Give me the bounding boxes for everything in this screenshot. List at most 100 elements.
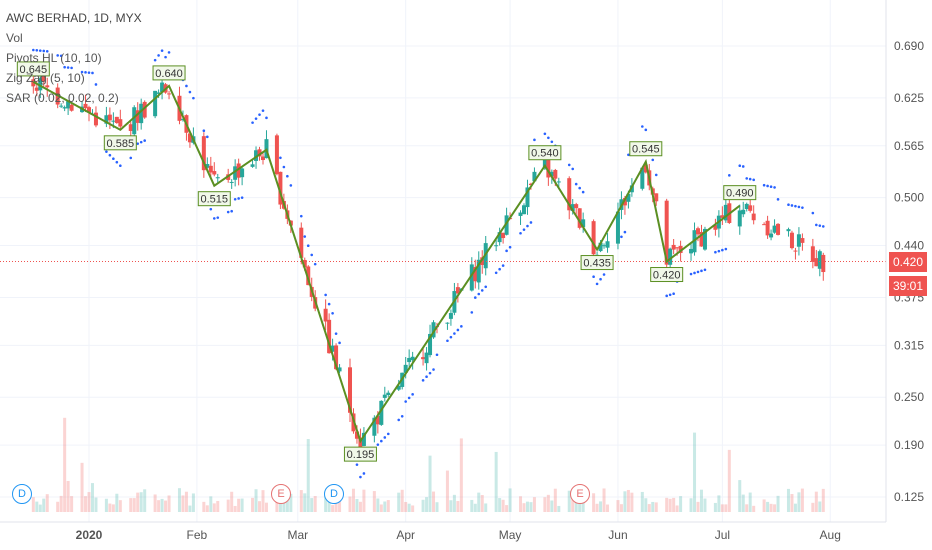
candle-body	[720, 215, 725, 218]
pivot-label-box	[629, 141, 663, 157]
volume-bar	[355, 498, 359, 512]
x-tick-label: 2020	[76, 528, 103, 542]
sar-dot	[324, 293, 327, 297]
candle-body	[403, 364, 408, 373]
sar-dot	[279, 156, 282, 160]
sar-dot	[480, 289, 484, 292]
volume-bar	[665, 497, 669, 512]
sar-dot	[522, 228, 526, 231]
candle-body	[737, 210, 742, 227]
legend-zigzag[interactable]: Zig Zag (5, 10)	[6, 71, 85, 85]
volume-bar	[522, 503, 526, 512]
volume-bar	[216, 500, 220, 512]
candle-body	[261, 156, 265, 161]
volume-bar	[616, 500, 620, 512]
time-axis: 2020 Feb Mar Apr May Jun Jul Aug	[76, 528, 841, 542]
volume-bar	[651, 501, 655, 512]
volume-bar	[473, 503, 477, 512]
sar-dot	[470, 311, 474, 314]
candle-body	[215, 177, 220, 179]
volume-bar	[699, 489, 703, 512]
earnings-event-icon[interactable]: E	[570, 484, 590, 504]
volume-bar	[449, 500, 453, 512]
sar-dot	[801, 206, 804, 209]
volume-bar	[630, 492, 634, 512]
sar-dot	[153, 58, 157, 62]
sar-dot	[627, 153, 630, 157]
volume-bar	[623, 491, 627, 512]
candle-body	[66, 101, 71, 109]
symbol-title[interactable]: AWC BERHAD, 1D, MYX	[6, 11, 142, 25]
sar-dot	[327, 302, 331, 306]
event-label: E	[576, 488, 584, 500]
sar-dot	[185, 84, 188, 88]
volume-bar	[191, 493, 195, 512]
legend-sar[interactable]: SAR (0.02, 0.02, 0.2)	[6, 91, 119, 105]
x-tick-label: Apr	[396, 528, 415, 542]
volume-bar	[289, 493, 293, 512]
legend-pivots[interactable]: Pivots HL (10, 10)	[6, 51, 102, 65]
sar-dot	[550, 140, 554, 144]
candle-body	[598, 242, 603, 252]
candle-body	[626, 193, 631, 202]
sar-dot	[797, 205, 801, 209]
candle-body	[796, 234, 801, 247]
candle-body	[553, 169, 558, 179]
sar-dot	[251, 121, 254, 124]
dividend-event-icon[interactable]: D	[324, 484, 344, 504]
candle-body	[386, 392, 391, 395]
volume-bar	[94, 497, 98, 512]
sar-dot	[411, 393, 414, 396]
volume-bar	[581, 495, 585, 512]
sar-dot	[286, 174, 289, 178]
pivot-label-box	[152, 65, 186, 81]
candle-body	[114, 116, 119, 123]
candle-body	[476, 259, 481, 283]
candle-body	[379, 400, 384, 425]
candle-body	[323, 308, 328, 322]
sar-dot	[112, 157, 115, 161]
pivot-label-box	[650, 267, 684, 283]
sar-dot	[519, 231, 522, 235]
volume-bar	[557, 505, 561, 512]
volume-bar	[762, 499, 766, 512]
sar-dot	[714, 250, 717, 254]
sar-dot	[776, 198, 780, 201]
volume-bar	[738, 480, 742, 512]
volume-bar	[209, 496, 213, 512]
candle-body	[208, 165, 213, 173]
candle-body	[348, 367, 352, 413]
sar-dot	[91, 71, 94, 75]
volume-bar	[505, 505, 509, 512]
volume-bar	[136, 492, 140, 512]
pivot-label-box	[528, 145, 562, 161]
candle-body	[59, 105, 64, 107]
sar-dot	[233, 197, 237, 201]
candle-body	[762, 224, 767, 226]
candle-body	[254, 150, 259, 161]
sar-dot	[63, 65, 66, 69]
candle-body	[135, 110, 140, 123]
earnings-event-icon[interactable]: E	[271, 484, 291, 504]
volume-bar	[164, 500, 168, 512]
candle-body	[713, 225, 718, 230]
dividend-event-icon[interactable]: D	[12, 484, 32, 504]
legend-volume[interactable]: Vol	[6, 31, 23, 45]
volume-bar	[35, 501, 39, 512]
sar-dot	[355, 463, 359, 466]
pivot-label: 0.540	[528, 145, 562, 161]
zigzag-line	[32, 81, 741, 444]
x-tick-label: Aug	[820, 528, 841, 542]
candle-body	[581, 219, 586, 228]
sar-dot	[119, 164, 122, 168]
volume-bar	[157, 500, 161, 512]
volume-bar	[532, 497, 536, 512]
candle-body	[167, 93, 172, 95]
candle-body	[327, 319, 332, 354]
volume-bar	[679, 496, 683, 512]
sar-dot	[45, 49, 49, 53]
sar-dot	[821, 225, 825, 228]
sar-dot	[428, 371, 432, 375]
sar-dot	[240, 196, 244, 199]
